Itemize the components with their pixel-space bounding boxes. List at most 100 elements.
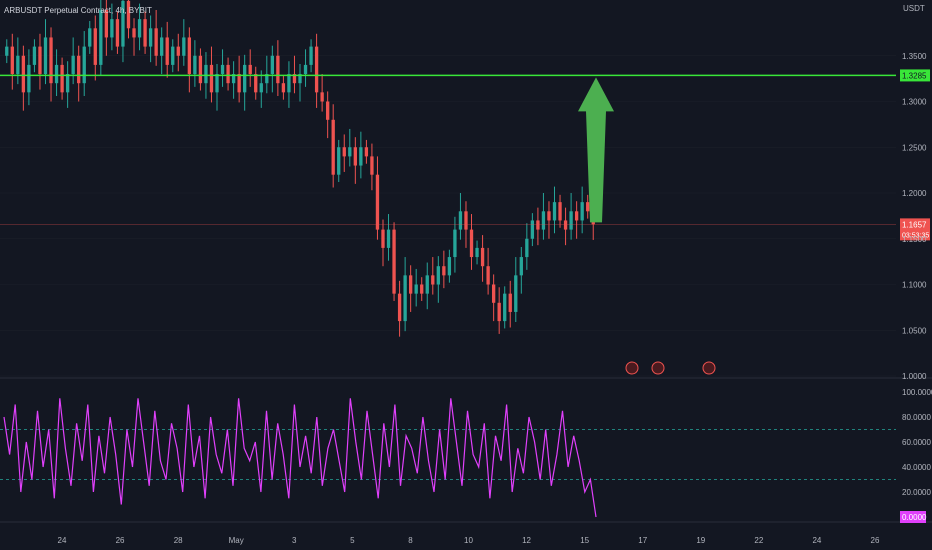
candle-body [259, 83, 263, 93]
oscillator-tick-label: 80.0000 [902, 413, 931, 422]
candle-body [71, 55, 75, 75]
candle-body [176, 46, 180, 56]
candle-body [519, 257, 523, 276]
candle-body [514, 275, 518, 312]
price-tick-label: 1.3000 [902, 98, 927, 107]
candle-body [237, 74, 241, 93]
candle-body [525, 238, 529, 258]
candle-body [265, 74, 269, 84]
candle-body [536, 220, 540, 230]
overlays: 1.3285 1.1657 03:53:35 0.0000 [0, 69, 930, 523]
candle-body [436, 266, 440, 285]
candle-body [469, 229, 474, 258]
last-price-label: 1.1657 [902, 220, 927, 229]
time-tick-label: 24 [812, 536, 821, 545]
candle-body [309, 46, 313, 65]
candle-body [287, 74, 291, 93]
candle-body [292, 74, 297, 84]
candle-body [453, 229, 457, 258]
candle-body [547, 211, 551, 221]
candle-body [88, 28, 92, 47]
candle-body [408, 275, 413, 294]
event-marker-icon [702, 361, 716, 375]
candle-body [193, 55, 197, 75]
time-tick-label: May [229, 536, 244, 545]
candle-body [43, 37, 48, 75]
candle-body [563, 220, 568, 230]
candle-body [132, 28, 136, 38]
candle-body [115, 19, 120, 47]
event-marker-icon [651, 361, 665, 375]
oscillator-tick-label: 20.0000 [902, 488, 931, 497]
candle-body [99, 10, 103, 65]
candle-body [480, 247, 485, 267]
candle-body [442, 266, 446, 276]
candle-body [425, 275, 429, 294]
currency-label: USDT [903, 4, 925, 13]
candle-body [16, 55, 20, 75]
time-tick-label: 24 [58, 536, 67, 545]
time-tick-label: 19 [696, 536, 705, 545]
candle-body [586, 202, 590, 212]
candle-body [420, 284, 424, 294]
candle-body [503, 293, 507, 322]
candle-body [580, 202, 584, 221]
candle-body [82, 46, 86, 84]
candle-body [342, 147, 346, 157]
event-marker-icon [625, 361, 639, 375]
candle-body [447, 257, 452, 276]
candle-body [475, 247, 479, 258]
candle-body [126, 0, 131, 29]
candle-body [403, 275, 407, 322]
candle-body [137, 19, 142, 38]
time-tick-label: 28 [174, 536, 183, 545]
candle-body [486, 266, 490, 285]
candle-body [497, 302, 501, 322]
candle-body [54, 64, 59, 84]
candle-body [281, 83, 286, 93]
candle-body [381, 229, 385, 248]
axes: 1.3500 1.3000 1.2500 1.2000 1.1500 1.1000 1.05… [58, 52, 932, 545]
price-tick-label: 1.1500 [902, 235, 927, 244]
up-arrow-icon [578, 77, 614, 223]
price-tick-label: 1.2500 [902, 143, 927, 152]
grid [0, 55, 932, 523]
last-price-countdown: 03:53:35 [902, 232, 929, 239]
time-tick-label: 26 [116, 536, 125, 545]
candle-body [276, 55, 280, 84]
candle-body [270, 55, 274, 75]
candle-body [5, 46, 9, 56]
time-tick-label: 15 [580, 536, 589, 545]
oscillator-value-tag [900, 511, 926, 523]
candle-body [93, 28, 97, 65]
candle-body [337, 147, 341, 175]
candle-body [314, 46, 319, 93]
candle-body [226, 64, 230, 84]
oscillator-line [3, 398, 597, 518]
candle-body [298, 74, 302, 84]
candle-body [326, 101, 330, 120]
candle-body [171, 46, 175, 65]
candle-body [375, 174, 380, 230]
candle-body [104, 10, 109, 38]
candle-body [231, 74, 236, 84]
price-tick-label: 1.1000 [902, 281, 927, 290]
candle-body [60, 64, 64, 93]
oscillator-tick-label: 60.0000 [902, 438, 931, 447]
candle-body [32, 46, 37, 65]
candle-body [215, 74, 219, 93]
oscillator-tick-label: 100.0000 [902, 388, 932, 397]
candle-body [431, 275, 435, 285]
candle-body [154, 28, 158, 56]
candle-body [558, 202, 562, 221]
candle-body [574, 211, 579, 221]
oscillator-value-label: 0.0000 [902, 513, 927, 522]
resistance-price-tag [900, 69, 930, 82]
time-tick-label: 5 [350, 536, 355, 545]
candle-body [464, 211, 468, 230]
candle-body [552, 202, 557, 221]
price-tick-label: 1.2000 [902, 189, 927, 198]
candle-body [530, 220, 535, 239]
candle-body [182, 37, 186, 56]
